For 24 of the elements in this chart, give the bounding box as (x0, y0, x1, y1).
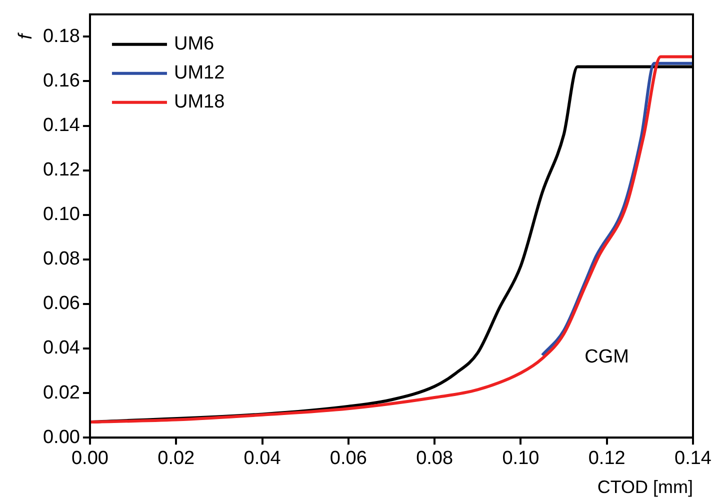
x-tick-label: 0.06 (330, 448, 367, 470)
legend-label: UM6 (174, 34, 214, 55)
y-tick-label: 0.06 (42, 293, 80, 314)
y-tick-label: 0.18 (42, 26, 80, 47)
y-tick-label: 0.04 (42, 338, 80, 359)
x-tick-label: 0.04 (244, 448, 282, 470)
y-tick-label: 0.16 (42, 70, 80, 92)
x-tick-label: 0.10 (502, 448, 540, 470)
x-tick-label: 0.08 (416, 448, 454, 470)
y-tick-label: 0.14 (42, 115, 80, 136)
x-axis-title: CTOD [mm] (597, 477, 693, 498)
x-tick-label: 0.02 (158, 448, 195, 470)
y-axis-title: f (15, 32, 36, 40)
legend-label: UM12 (174, 62, 225, 84)
x-tick-label: 0.12 (588, 448, 626, 470)
y-tick-label: 0.12 (42, 160, 80, 181)
y-tick-label: 0.08 (42, 248, 80, 270)
legend-label: UM18 (174, 92, 225, 113)
annotation: CGM (584, 346, 629, 368)
y-tick-label: 0.00 (42, 426, 80, 448)
y-tick-label: 0.02 (42, 382, 80, 404)
x-tick-label: 0.14 (674, 448, 712, 470)
x-tick-label: 0.00 (71, 448, 108, 470)
y-tick-label: 0.10 (42, 204, 80, 226)
